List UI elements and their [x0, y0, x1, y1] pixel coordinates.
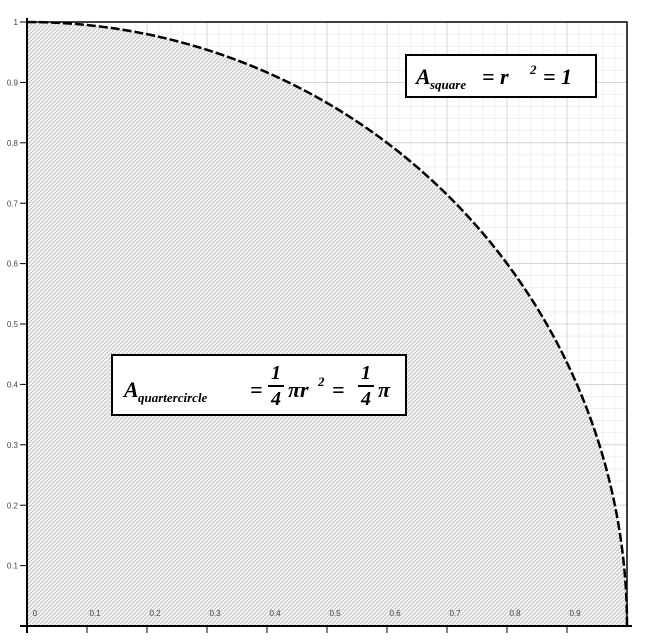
x-tick-label: 0.2: [149, 609, 161, 618]
y-tick-label: 0.9: [7, 79, 19, 88]
x-tick-label: 0.8: [509, 609, 521, 618]
subscript: square: [429, 77, 466, 92]
tail: π: [378, 377, 391, 402]
y-tick-label: 0.3: [7, 441, 19, 450]
shape: [20, 18, 632, 633]
x-tick-label: 0: [33, 609, 38, 618]
x-tick-label: 0.4: [269, 609, 281, 618]
y-tick-label: 0.1: [7, 562, 19, 571]
annotation-square: A square = r 2 = 1: [405, 54, 597, 98]
numerator: 1: [271, 362, 281, 384]
y-tick-label: 1: [14, 18, 19, 27]
quarter-circle-arc: [26, 20, 629, 627]
x-tick-label: 0.3: [209, 609, 221, 618]
x-tick-label: 0.5: [329, 609, 341, 618]
x-tick-label: 0.6: [389, 609, 401, 618]
annotation-quarter-circle: A quartercircle = 1 4 πr 2 = 1 4 π: [111, 354, 407, 416]
y-tick-label: 0.7: [7, 199, 19, 208]
quarter-circle-area: [27, 22, 627, 626]
x-tick-label: 0.9: [569, 609, 581, 618]
result: = 1: [543, 64, 572, 89]
ticks: 0 0.1 0.2 0.3 0.4 0.5 0.6 0.7 0.8 0.9 0.1 0.2 0.3 0.4…: [7, 18, 581, 633]
annotation-box: [405, 54, 597, 98]
symbol: A: [122, 377, 139, 402]
denominator: 4: [360, 388, 371, 410]
exponent: 2: [529, 62, 537, 77]
exponent: 2: [317, 374, 325, 389]
y-tick-label: 0.4: [7, 381, 19, 390]
y-tick-label: 0.5: [7, 320, 19, 329]
denominator: 4: [270, 388, 281, 410]
numerator: 1: [361, 362, 371, 384]
x-tick-label: 0.7: [449, 609, 461, 618]
equals: =: [332, 377, 345, 402]
symbol: A: [414, 64, 431, 89]
equation: = r: [482, 64, 509, 89]
annotation-box: [111, 354, 407, 416]
expression: πr: [288, 377, 309, 402]
y-tick-label: 0.8: [7, 139, 19, 148]
equals: =: [250, 377, 263, 402]
y-tick-label: 0.6: [7, 260, 19, 269]
subscript: quartercircle: [138, 390, 208, 405]
y-tick-label: 0.2: [7, 501, 19, 510]
x-tick-label: 0.1: [89, 609, 101, 618]
